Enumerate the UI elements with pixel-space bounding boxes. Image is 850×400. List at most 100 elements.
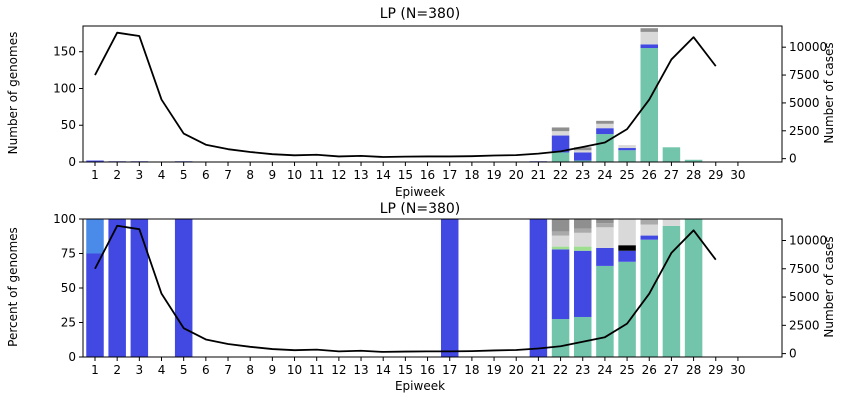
top-x-tick-label: 26: [642, 168, 657, 182]
bottom-x-tick-label: 10: [287, 363, 302, 377]
top-bar-wk25-light_gray: [618, 145, 636, 149]
top-y2-tick-label: 2500: [789, 124, 820, 138]
top-x-tick-label: 2: [113, 168, 121, 182]
top-y-axis-label: Number of genomes: [6, 32, 20, 155]
top-x-tick-label: 28: [686, 168, 701, 182]
bottom-cases-line: [94, 224, 717, 353]
bottom-bar-wk2-blue: [108, 219, 126, 357]
top-x-tick-label: 14: [376, 168, 391, 182]
bottom-bar-wk1-blue: [86, 253, 104, 357]
top-plot-frame: [82, 25, 783, 163]
bottom-bar-wk23-teal: [573, 316, 592, 357]
top-x-tick-label: 6: [202, 168, 210, 182]
bottom-bar-wk22-light_gray: [551, 235, 570, 247]
bottom-x-tick-label: 7: [224, 363, 232, 377]
bottom-bar-wk26-gray: [640, 219, 658, 225]
bottom-x-tick-label: 15: [398, 363, 413, 377]
top-bar-wk1-blue: [86, 160, 104, 162]
bottom-x-tick-label: 3: [136, 363, 144, 377]
bottom-bar-wk26-light_gray: [640, 224, 658, 236]
top-x-tick-label: 22: [553, 168, 568, 182]
top-x-tick-label: 17: [442, 168, 457, 182]
top-x-tick-label: 29: [708, 168, 723, 182]
top-y2-axis-label: Number of cases: [822, 42, 836, 143]
top-x-tick-label: 27: [664, 168, 679, 182]
bottom-x-tick-label: 29: [708, 363, 723, 377]
bottom-bar-wk22-dark_gray: [551, 219, 570, 232]
bottom-x-tick-label: 2: [113, 363, 121, 377]
top-cases-line-group: [94, 31, 717, 158]
bottom-x-tick-label: 18: [464, 363, 479, 377]
bottom-panel: LP (N=380) Percent of genomes Number of …: [6, 201, 836, 393]
bottom-x-tick-label: 28: [686, 363, 701, 377]
bottom-y-tick-label: 0: [68, 350, 76, 364]
top-bar-wk24-light_gray: [596, 123, 614, 129]
bottom-x-tick-label: 25: [619, 363, 634, 377]
bottom-x-tick-label: 11: [309, 363, 324, 377]
bottom-bars: [86, 219, 703, 357]
bottom-bar-wk25-black: [618, 245, 636, 251]
bottom-bar-wk24-teal: [596, 265, 614, 357]
bottom-x-tick-label: 1: [91, 363, 99, 377]
bottom-chart-title: LP (N=380): [380, 201, 461, 217]
top-bar-wk26-blue: [640, 44, 658, 49]
bottom-bar-wk1-light_blue: [86, 219, 104, 254]
top-x-tick-label: 19: [486, 168, 501, 182]
bottom-x-tick-label: 26: [642, 363, 657, 377]
top-x-tick-label: 21: [531, 168, 546, 182]
bottom-x-tick-label: 6: [202, 363, 210, 377]
bottom-bar-wk22-light_green: [551, 246, 570, 250]
bottom-x-tick-label: 4: [158, 363, 166, 377]
bottom-x-tick-label: 23: [575, 363, 590, 377]
bottom-bar-wk24-gray: [596, 223, 614, 228]
bottom-bar-wk22-teal: [551, 319, 570, 357]
top-x-tick-label: 18: [464, 168, 479, 182]
top-x-tick-label: 5: [180, 168, 188, 182]
bottom-bar-wk24-light_gray: [596, 227, 614, 248]
top-x-tick-label: 9: [269, 168, 277, 182]
bottom-x-tick-label: 22: [553, 363, 568, 377]
bottom-y-axis-label: Percent of genomes: [6, 227, 20, 347]
top-x-tick-label: 25: [619, 168, 634, 182]
top-x-tick-label: 11: [309, 168, 324, 182]
top-y-tick-label: 50: [61, 118, 76, 132]
top-bar-wk25-teal: [618, 150, 636, 162]
top-cases-line: [94, 31, 717, 158]
top-bar-wk23-light_gray: [573, 150, 592, 153]
top-bar-wk26-light_gray: [640, 31, 658, 45]
top-x-tick-label: 7: [224, 168, 232, 182]
bottom-y2-tick-label: 2500: [789, 318, 820, 332]
top-x-tick-label: 24: [597, 168, 612, 182]
bottom-y-tick-label: 50: [61, 281, 76, 295]
top-x-tick-label: 16: [420, 168, 435, 182]
bottom-y-tick-label: 25: [61, 316, 76, 330]
bottom-x-tick-label: 8: [246, 363, 254, 377]
top-x-tick-label: 30: [730, 168, 745, 182]
bottom-bar-wk23-dark_gray: [573, 219, 592, 229]
bottom-x-tick-label: 12: [331, 363, 346, 377]
bottom-bar-wk25-light_gray: [618, 219, 636, 246]
bottom-bar-wk25-blue: [618, 250, 636, 262]
bottom-x-tick-label: 27: [664, 363, 679, 377]
top-y-tick-label: 0: [68, 155, 76, 169]
bottom-y2-tick-label: 7500: [789, 262, 820, 276]
bottom-bar-wk23-blue: [573, 250, 592, 317]
bottom-x-tick-label: 5: [180, 363, 188, 377]
top-x-tick-label: 3: [136, 168, 144, 182]
top-axes: 1 2 3 4 5 6 7 8 9 10 11 12 13 14 15 16 17 18 19 20 21 22 23 24 2…: [53, 25, 827, 182]
bottom-bar-wk3-blue: [130, 219, 149, 357]
top-x-tick-label: 13: [353, 168, 368, 182]
bottom-x-tick-label: 17: [442, 363, 457, 377]
bottom-x-tick-label: 19: [486, 363, 501, 377]
bottom-x-tick-label: 14: [376, 363, 391, 377]
top-bar-wk26-dark_gray: [640, 28, 658, 32]
bottom-bar-wk27-teal: [662, 225, 681, 357]
top-x-tick-label: 8: [246, 168, 254, 182]
top-bar-wk26-teal: [640, 48, 658, 162]
top-bar-wk24-blue: [596, 128, 614, 135]
top-x-tick-label: 12: [331, 168, 346, 182]
bottom-bar-wk22-blue: [551, 249, 570, 320]
top-x-axis-label: Epiweek: [395, 185, 445, 199]
bottom-bar-wk21-blue: [529, 219, 548, 357]
top-x-tick-label: 23: [575, 168, 590, 182]
